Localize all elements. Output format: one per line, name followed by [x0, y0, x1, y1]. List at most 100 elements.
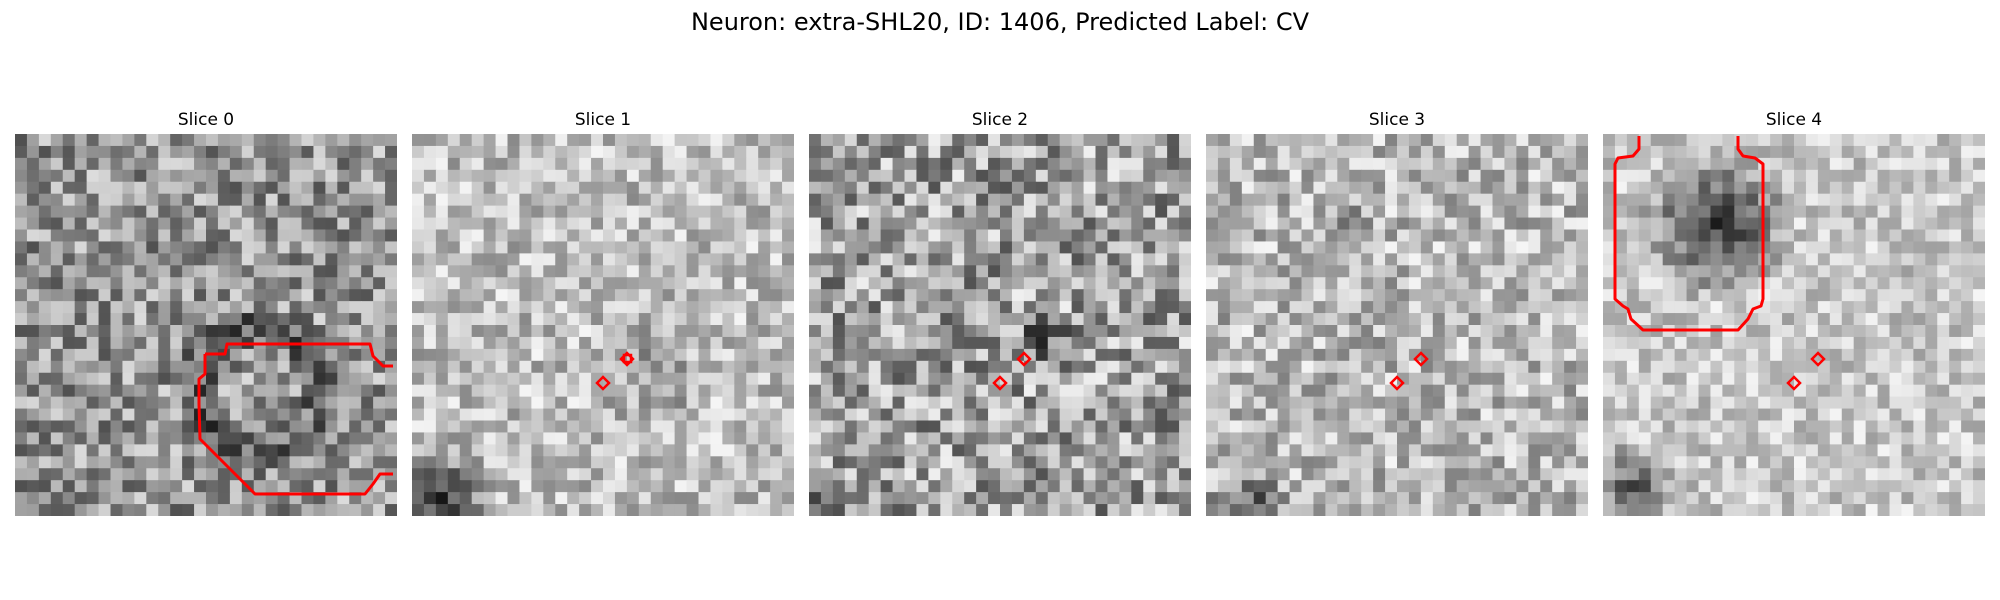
image-pixel: [1746, 360, 1759, 374]
image-pixel: [1241, 325, 1255, 338]
image-pixel: [1444, 205, 1458, 219]
image-pixel: [1408, 504, 1422, 516]
image-pixel: [1011, 372, 1025, 386]
image-pixel: [146, 205, 159, 219]
image-pixel: [361, 504, 374, 516]
image-pixel: [916, 181, 929, 195]
image-pixel: [1564, 217, 1577, 231]
image-pixel: [782, 193, 794, 207]
image-pixel: [1000, 504, 1013, 516]
image-pixel: [1710, 241, 1723, 254]
image-pixel: [373, 193, 386, 207]
image-pixel: [253, 396, 267, 410]
image-pixel: [1504, 217, 1517, 231]
image-pixel: [1576, 193, 1588, 207]
image-pixel: [1710, 181, 1723, 195]
image-pixel: [650, 157, 664, 171]
image-pixel: [1179, 504, 1191, 516]
image-pixel: [1277, 229, 1291, 243]
image-pixel: [1095, 468, 1109, 481]
image-pixel: [385, 325, 397, 338]
image-pixel: [1119, 396, 1132, 410]
image-pixel: [459, 432, 473, 445]
image-pixel: [1552, 504, 1565, 516]
image-pixel: [1540, 157, 1553, 171]
image-pixel: [1456, 456, 1470, 469]
image-pixel: [1265, 396, 1279, 410]
image-pixel: [1913, 289, 1926, 302]
image-pixel: [856, 444, 870, 457]
image-pixel: [1313, 205, 1326, 219]
image-pixel: [698, 456, 712, 469]
image-pixel: [1973, 360, 1985, 374]
image-pixel: [591, 468, 604, 481]
image-pixel: [1444, 348, 1458, 362]
image-pixel: [1000, 265, 1013, 278]
image-pixel: [26, 360, 40, 374]
image-pixel: [1265, 253, 1279, 266]
image-pixel: [313, 301, 326, 314]
image-pixel: [519, 313, 532, 326]
image-pixel: [976, 217, 989, 231]
image-pixel: [1107, 241, 1120, 254]
image-pixel: [50, 217, 64, 231]
image-pixel: [1889, 301, 1903, 314]
image-pixel: [1059, 301, 1073, 314]
image-pixel: [892, 408, 906, 422]
image-pixel: [15, 253, 28, 266]
image-pixel: [98, 145, 112, 159]
image-pixel: [471, 205, 485, 219]
image-pixel: [782, 205, 794, 219]
image-pixel: [1071, 289, 1085, 302]
image-pixel: [1564, 181, 1577, 195]
image-pixel: [868, 193, 882, 207]
image-pixel: [1289, 313, 1303, 326]
image-pixel: [1973, 229, 1985, 243]
image-pixel: [1961, 145, 1974, 159]
image-pixel: [591, 396, 604, 410]
image-pixel: [1949, 420, 1962, 434]
image-pixel: [385, 157, 397, 171]
image-pixel: [1901, 420, 1914, 434]
image-pixel: [1206, 301, 1219, 314]
image-pixel: [698, 420, 712, 434]
image-pixel: [134, 492, 147, 505]
image-pixel: [1552, 229, 1565, 243]
image-pixel: [1289, 217, 1303, 231]
image-pixel: [1841, 229, 1855, 243]
image-pixel: [543, 205, 556, 219]
image-pixel: [1686, 301, 1700, 314]
image-pixel: [1071, 325, 1085, 338]
image-pixel: [1313, 444, 1326, 457]
image-pixel: [325, 253, 338, 266]
image-pixel: [782, 456, 794, 469]
image-pixel: [1361, 492, 1374, 505]
image-pixel: [1277, 313, 1291, 326]
image-pixel: [325, 205, 338, 219]
image-pixel: [820, 492, 834, 505]
image-pixel: [158, 145, 171, 159]
image-pixel: [170, 205, 183, 219]
image-pixel: [1937, 348, 1950, 362]
image-pixel: [952, 313, 965, 326]
image-pixel: [1373, 492, 1386, 505]
image-pixel: [1698, 205, 1712, 219]
image-pixel: [483, 396, 497, 410]
image-pixel: [1576, 313, 1588, 326]
image-pixel: [277, 181, 291, 195]
image-pixel: [86, 456, 100, 469]
image-pixel: [1143, 134, 1156, 147]
image-pixel: [1265, 145, 1279, 159]
image-pixel: [591, 157, 604, 171]
image-pixel: [543, 492, 556, 505]
image-pixel: [1516, 396, 1529, 410]
image-pixel: [674, 145, 688, 159]
image-pixel: [1456, 336, 1470, 350]
image-pixel: [940, 480, 953, 493]
image-pixel: [1206, 157, 1219, 171]
image-pixel: [1071, 313, 1085, 326]
image-pixel: [337, 420, 350, 434]
image-pixel: [447, 229, 461, 243]
image-pixel: [301, 277, 315, 290]
image-pixel: [507, 325, 521, 338]
